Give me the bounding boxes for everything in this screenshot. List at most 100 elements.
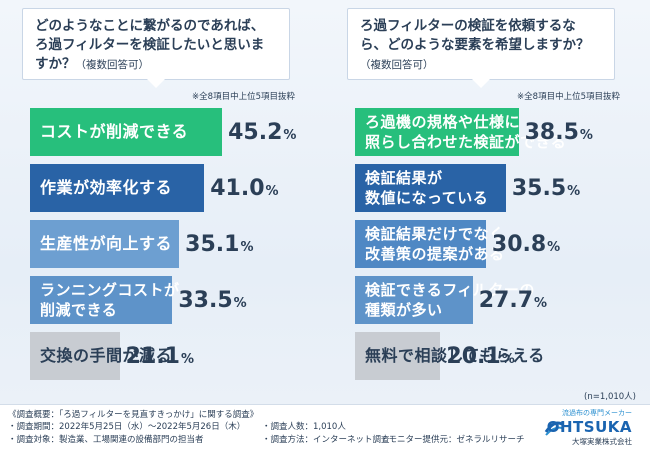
- left-question-suffix: （複数回答可）: [75, 59, 150, 71]
- bar-row: 検証結果だけでなく 改善策の提案がある 30.8%: [355, 220, 650, 268]
- bar-label: 無料で相談してもらえる: [363, 332, 547, 380]
- bar-value-label: 35.1%: [185, 220, 253, 268]
- logo-company-name: 大塚実業株式会社: [572, 437, 632, 446]
- survey-period: ・調査期間：2022年5月25日（水）～2022年5月26日（木）: [8, 422, 246, 432]
- bar-label-line: ろ過機の規格や仕様に: [365, 113, 521, 131]
- right-bar-chart: ろ過機の規格や仕様に 照らし合わせた検証ができる 38.5% 検証結果が 数値になってい…: [355, 108, 650, 388]
- bar-row: 生産性が向上する 35.1%: [30, 220, 325, 268]
- bar-value-label: 27.7%: [479, 276, 547, 324]
- bar-value-label: 33.5%: [178, 276, 246, 324]
- bar-value-number: 35.5: [511, 175, 567, 201]
- bar-row: コストが削減できる 45.2%: [30, 108, 325, 156]
- left-question-box: どのようなことに繋がるのであれば、ろ過フィルターを検証したいと思いますか？（複数…: [22, 8, 290, 88]
- logo-wordmark: OHTSUKA: [546, 418, 632, 436]
- bar-value-unit: %: [180, 351, 194, 367]
- bar-value-number: 41.0: [210, 175, 265, 201]
- bar-value-label: 30.8%: [492, 220, 560, 268]
- bar-value-label: 41.0%: [210, 164, 278, 212]
- bar-row: ランニングコストが 削減できる 33.5%: [30, 276, 325, 324]
- survey-footer: 《調査概要：「ろ過フィルターを見直すきっかけ」に関する調査》 ・調査期間：202…: [0, 404, 650, 451]
- left-chart-note: ※全8項目中上位5項目抜粋: [192, 92, 295, 102]
- bar: [30, 276, 173, 324]
- bar: [355, 164, 506, 212]
- survey-monitor: ・モニター提供元：ゼネラルリサーチ: [380, 435, 525, 445]
- bar: [30, 164, 205, 212]
- survey-method: ・調査方法：インターネット調査: [262, 435, 390, 445]
- bar-value-unit: %: [283, 127, 297, 143]
- bar-value-unit: %: [579, 127, 593, 143]
- bar-label: ろ過機の規格や仕様に照らし合わせた検証ができる: [363, 108, 568, 156]
- bar-value-number: 45.2: [228, 119, 283, 145]
- bar-label-line: 検証できるフィルターの: [365, 281, 535, 299]
- bar-value-unit: %: [240, 239, 254, 255]
- bar-label-line: 作業が効率化する: [40, 178, 173, 197]
- left-question-main: どのようなことに繋がるのであれば、ろ過フィルターを検証したいと思いますか？: [35, 18, 265, 72]
- bar: [30, 108, 223, 156]
- bar-row: 作業が効率化する 41.0%: [30, 164, 325, 212]
- bar-label: 検証結果だけでなく 改善策の提案がある: [363, 220, 507, 268]
- bar-label-line: 交換の手間が減る: [40, 346, 173, 365]
- company-logo: 流過布の専門メーカー OHTSUKA 大塚実業株式会社: [544, 408, 640, 448]
- bar-label-line: ランニングコストが: [40, 281, 180, 299]
- bar-value-unit: %: [265, 183, 279, 199]
- bar-value-unit: %: [233, 295, 247, 311]
- right-chart-note: ※全8項目中上位5項目抜粋: [517, 92, 620, 102]
- bar-value-label: 45.2%: [228, 108, 296, 156]
- sample-size-note: (n=1,010人): [584, 392, 636, 402]
- right-question-suffix: （複数回答可）: [360, 59, 434, 71]
- bar-value-label: 21.1%: [126, 332, 194, 380]
- bar-value-unit: %: [547, 239, 561, 255]
- bar-label-line: 照らし合わせた検証ができる: [365, 133, 567, 151]
- left-bar-chart: コストが削減できる 45.2% 作業が効率化する 41.0% 生産性が向上する 35.1%…: [30, 108, 325, 388]
- bar-row: 交換の手間が減る 21.1%: [30, 332, 325, 380]
- bar-label: 生産性が向上する: [38, 220, 174, 268]
- bar-label-line: 無料で相談してもらえる: [365, 346, 545, 365]
- right-question-main: ろ過フィルターの検証を依頼するなら、どのような要素を希望しますか？: [360, 18, 590, 53]
- bar-label-line: 生産性が向上する: [40, 234, 173, 253]
- bar-value-unit: %: [534, 295, 548, 311]
- bar-row: 検証できるフィルターの 種類が多い 27.7%: [355, 276, 650, 324]
- bar-value-label: 38.5%: [525, 108, 593, 156]
- survey-title: 《調査概要：「ろ過フィルターを見直すきっかけ」に関する調査》: [8, 410, 259, 420]
- bar-value-number: 21.1: [125, 343, 180, 369]
- bar-value-label: 35.5%: [512, 164, 580, 212]
- bar-label-line: 検証結果だけでなく: [365, 225, 505, 243]
- bar-label-line: 数値になっている: [365, 189, 489, 207]
- bar-row: ろ過機の規格や仕様に照らし合わせた検証ができる 38.5%: [355, 108, 650, 156]
- bar-label-line: 改善策の提案がある: [365, 245, 505, 263]
- bar-label: 交換の手間が減る: [38, 332, 174, 380]
- bar-label-line: 種類が多い: [365, 301, 443, 319]
- left-chart-panel: どのようなことに繋がるのであれば、ろ過フィルターを検証したいと思いますか？（複数…: [0, 0, 325, 400]
- bar: [355, 220, 486, 268]
- bar-value-unit: %: [501, 351, 515, 367]
- bar: [30, 220, 180, 268]
- bar: [30, 332, 120, 380]
- bar-value-number: 35.1: [185, 231, 240, 257]
- right-question-text: ろ過フィルターの検証を依頼するなら、どのような要素を希望しますか？ （複数回答可）: [360, 17, 602, 75]
- bar-label-line: 削減できる: [40, 301, 118, 319]
- bar-label: 検証結果が数値になっている: [363, 164, 490, 212]
- bar-value-unit: %: [567, 183, 581, 199]
- bar-label: ランニングコストが 削減できる: [38, 276, 182, 324]
- bar-value-number: 38.5: [524, 119, 579, 145]
- bar-label: 作業が効率化する: [38, 164, 174, 212]
- bar: [355, 332, 441, 380]
- bar-value-label: 20.1%: [446, 332, 514, 380]
- bar-label-line: コストが削減できる: [40, 122, 189, 141]
- bar-row: 無料で相談してもらえる 20.1%: [355, 332, 650, 380]
- bar-label-line: 検証結果が: [365, 169, 443, 187]
- bar-value-number: 20.1: [446, 343, 501, 369]
- bar: [355, 276, 473, 324]
- right-chart-panel: ろ過フィルターの検証を依頼するなら、どのような要素を希望しますか？ （複数回答可）…: [325, 0, 650, 400]
- survey-target: ・調査対象：製造業、工場関連の設備部門の担当者: [8, 435, 204, 445]
- left-question-text: どのようなことに繋がるのであれば、ろ過フィルターを検証したいと思いますか？（複数…: [35, 17, 277, 75]
- bar-value-number: 27.7: [478, 287, 533, 313]
- bar-value-number: 33.5: [178, 287, 233, 313]
- bar-label: 検証できるフィルターの 種類が多い: [363, 276, 537, 324]
- bar-row: 検証結果が数値になっている 35.5%: [355, 164, 650, 212]
- logo-tagline: 流過布の専門メーカー: [562, 409, 632, 417]
- bar-value-number: 30.8: [491, 231, 547, 257]
- bar: [355, 108, 519, 156]
- right-question-box: ろ過フィルターの検証を依頼するなら、どのような要素を希望しますか？ （複数回答可）: [347, 8, 615, 88]
- logo-mark-icon: [544, 421, 563, 436]
